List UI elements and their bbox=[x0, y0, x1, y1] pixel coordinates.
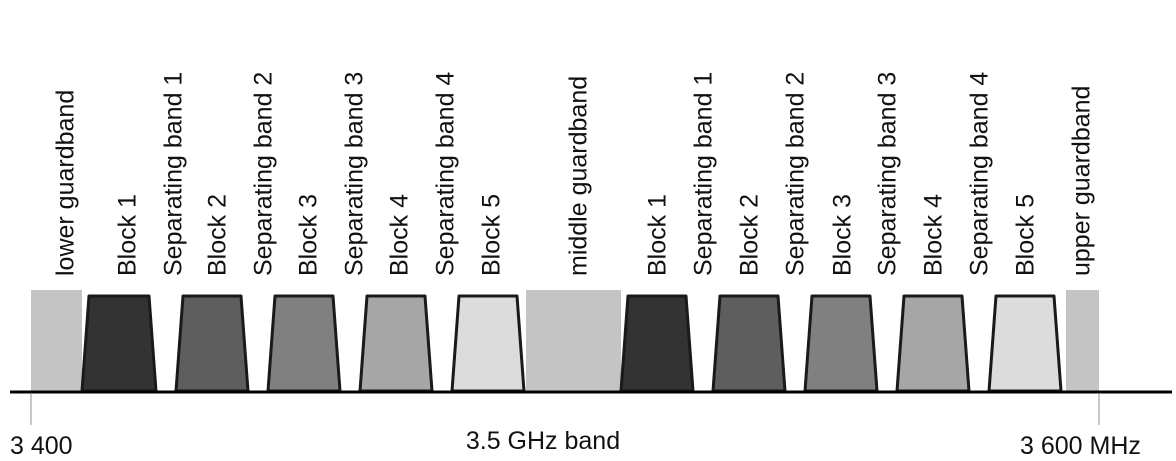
guardband-shape-segment-21 bbox=[1066, 290, 1099, 391]
axis-start-label: 3 400 bbox=[10, 432, 73, 460]
guardband-shape-segment-11 bbox=[526, 290, 621, 391]
block-shape-segment-2 bbox=[80, 294, 158, 393]
block-shape-segment-16 bbox=[803, 294, 879, 393]
block-shape-segment-10 bbox=[450, 294, 526, 393]
segment-label-21: upper guardband bbox=[1068, 86, 1096, 276]
segment-labels: lower guardband Block 1 Separating band 1 B… bbox=[52, 72, 1096, 276]
segment-label-14: Block 2 bbox=[736, 194, 764, 276]
segment-label-3: Separating band 1 bbox=[160, 72, 188, 276]
block-shape-segment-14 bbox=[711, 294, 787, 393]
segment-label-4: Block 2 bbox=[204, 194, 232, 276]
axis-center-label: 3.5 GHz band bbox=[466, 427, 620, 455]
block-shape-segment-12 bbox=[619, 294, 695, 393]
segment-label-16: Block 3 bbox=[829, 194, 857, 276]
segment-label-17: Separating band 3 bbox=[874, 72, 902, 276]
segment-label-2: Block 1 bbox=[114, 194, 142, 276]
segment-label-18: Block 4 bbox=[920, 194, 948, 276]
segment-label-12: Block 1 bbox=[644, 194, 672, 276]
segment-label-13: Separating band 1 bbox=[690, 72, 718, 276]
guardband-shape-segment-1 bbox=[31, 290, 82, 391]
segment-label-1: lower guardband bbox=[52, 90, 80, 276]
band-segments bbox=[31, 290, 1099, 393]
segment-label-8: Block 4 bbox=[386, 194, 414, 276]
block-shape-segment-4 bbox=[174, 294, 250, 393]
segment-label-11: middle guardband bbox=[565, 76, 593, 276]
block-shape-segment-18 bbox=[895, 294, 971, 393]
segment-label-19: Separating band 4 bbox=[966, 72, 994, 276]
block-shape-segment-20 bbox=[987, 294, 1063, 393]
segment-label-6: Block 3 bbox=[295, 194, 323, 276]
block-shape-segment-8 bbox=[358, 294, 434, 393]
axis-end-label: 3 600 MHz bbox=[1020, 432, 1141, 460]
segment-label-5: Separating band 2 bbox=[250, 72, 278, 276]
block-shape-segment-6 bbox=[266, 294, 342, 393]
segment-label-20: Block 5 bbox=[1012, 194, 1040, 276]
segment-label-10: Block 5 bbox=[478, 194, 506, 276]
segment-label-15: Separating band 2 bbox=[782, 72, 810, 276]
segment-label-7: Separating band 3 bbox=[341, 72, 369, 276]
segment-label-9: Separating band 4 bbox=[432, 72, 460, 276]
